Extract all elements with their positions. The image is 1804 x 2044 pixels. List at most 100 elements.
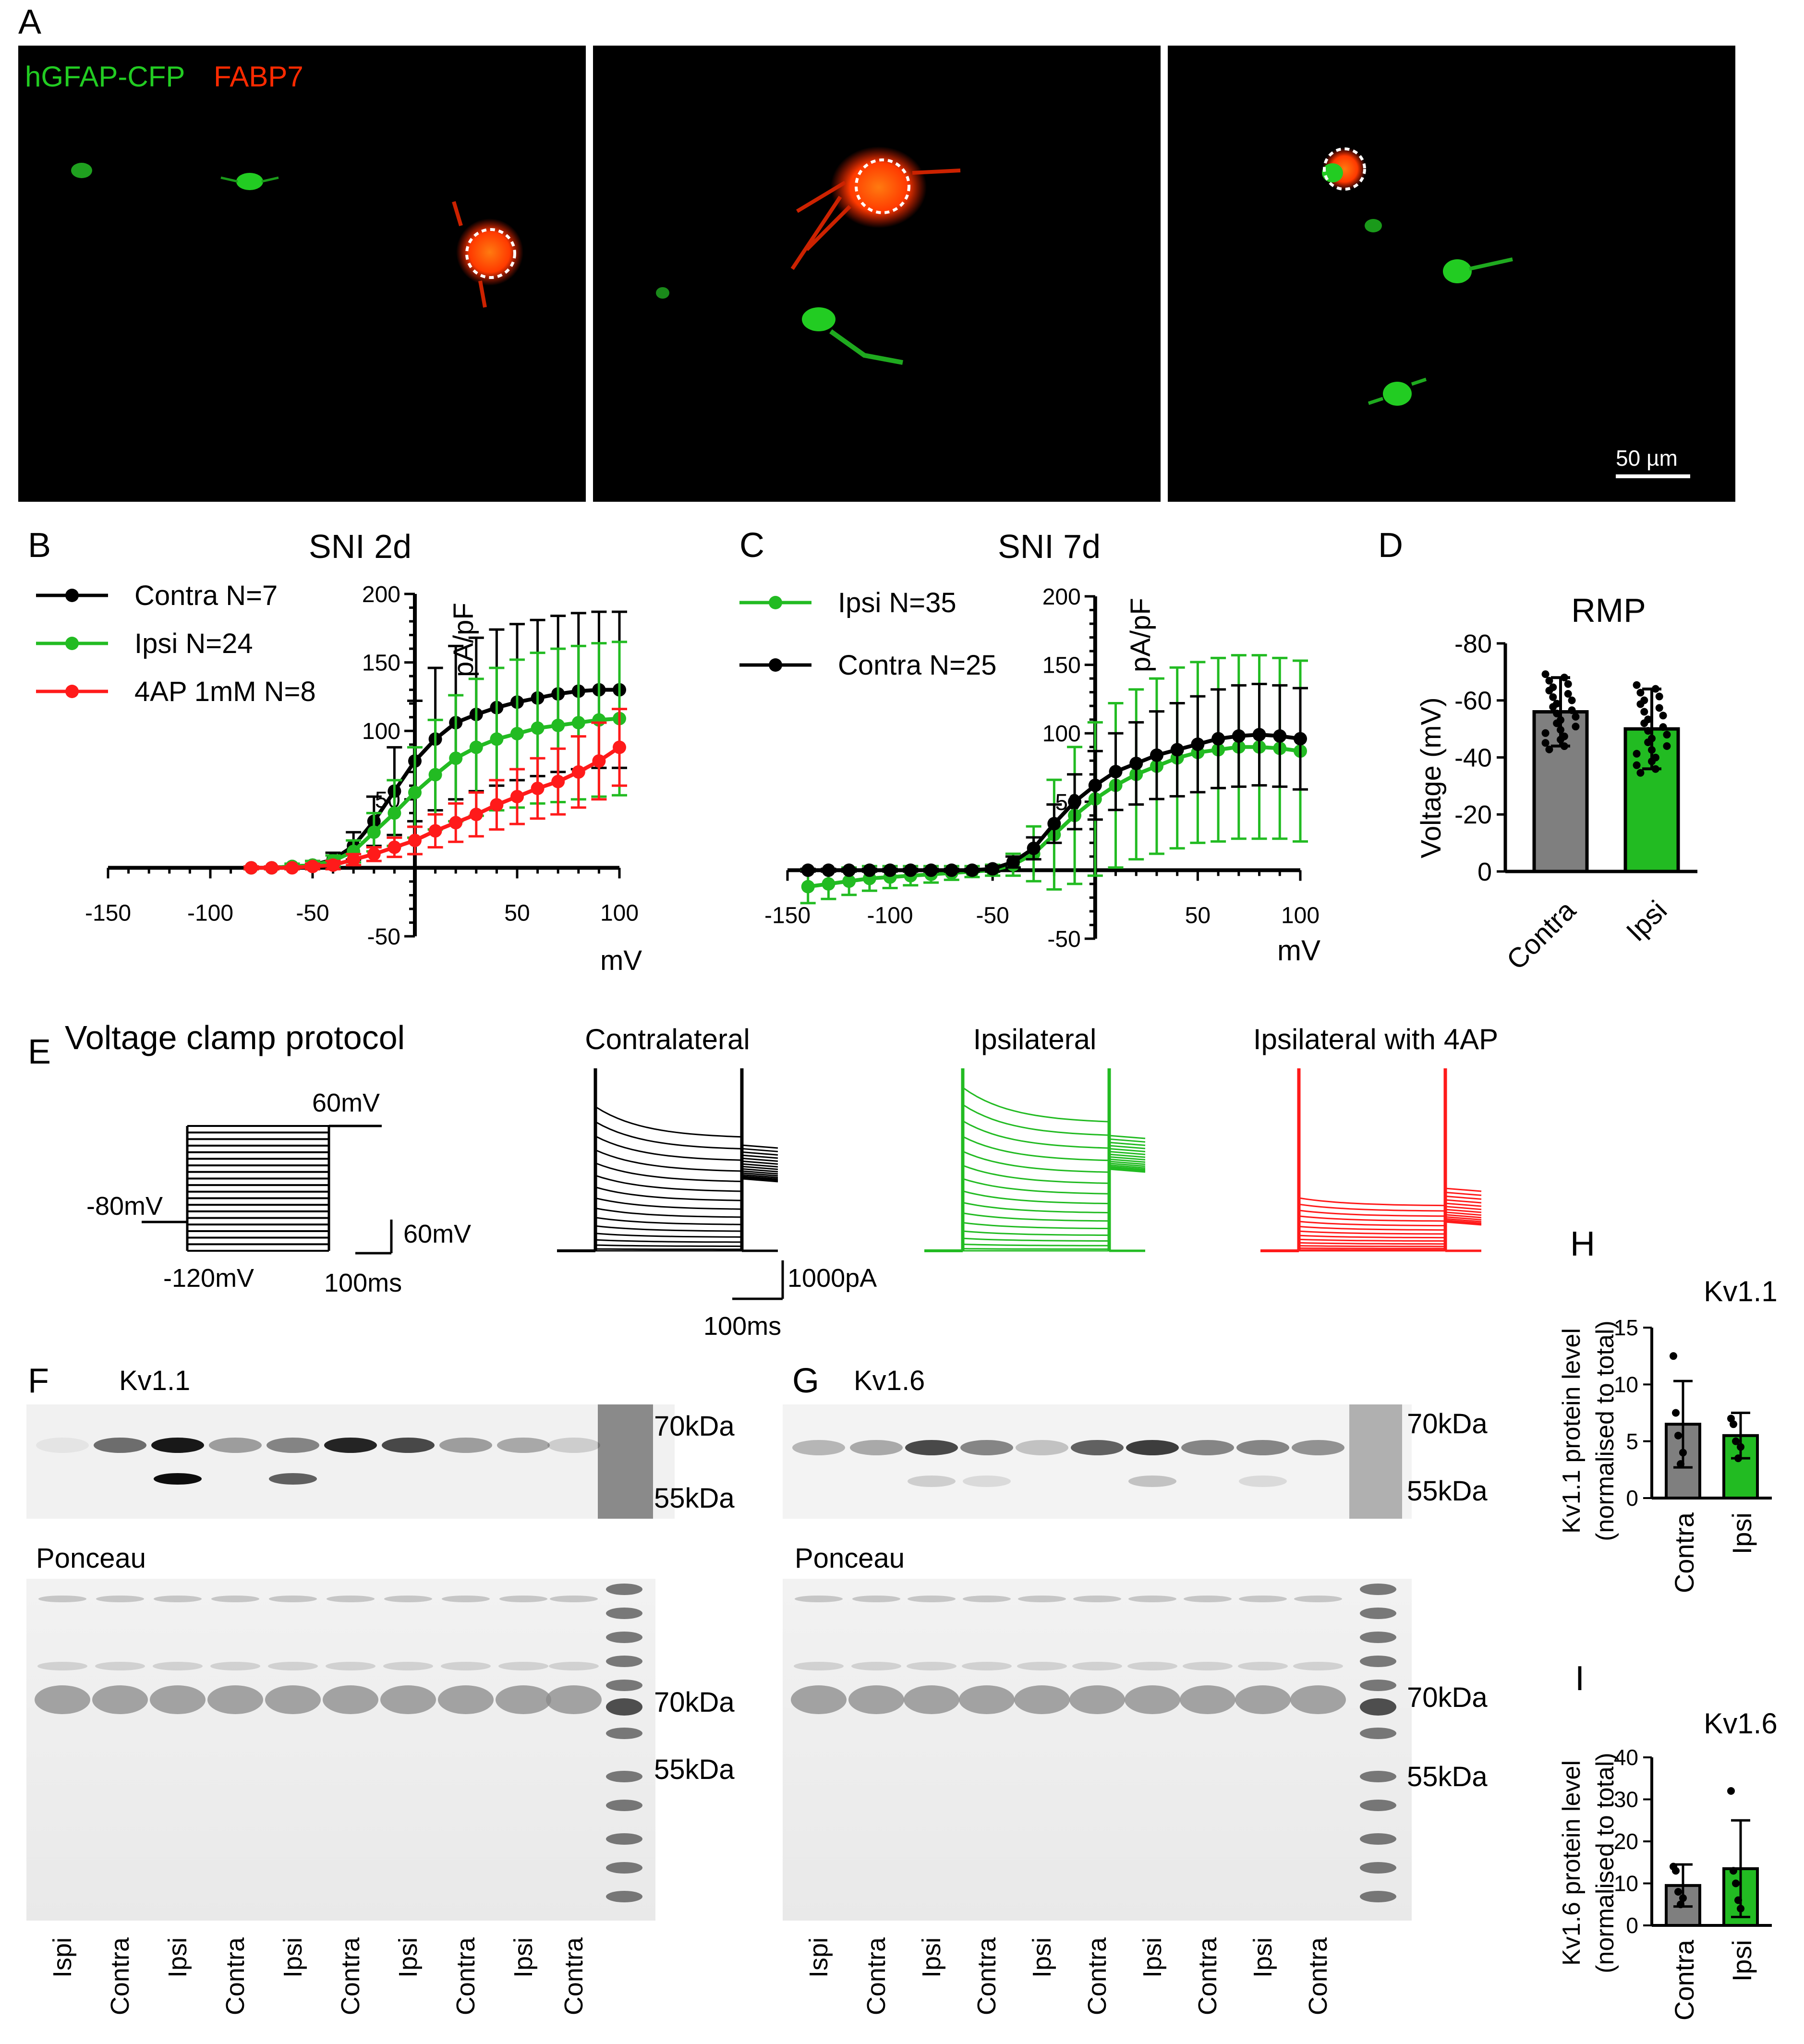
data-dot [1553, 709, 1561, 717]
data-point [904, 863, 918, 877]
protocol-title: Voltage clamp protocol [65, 1019, 405, 1056]
data-point [387, 806, 401, 820]
current-trace [595, 1244, 742, 1247]
panel-f-label: F [28, 1362, 49, 1400]
ponceau-g-marker-70: 70kDa [1407, 1682, 1488, 1713]
data-dot [1545, 745, 1553, 753]
data-dot [1732, 1437, 1740, 1445]
band-lower [1128, 1476, 1176, 1487]
band [1071, 1440, 1124, 1455]
ponceau-g-label: Ponceau [795, 1543, 905, 1574]
stain-green-label: hGFAP-CFP [25, 60, 185, 93]
current-trace [962, 1222, 1110, 1230]
current-trace [1298, 1203, 1446, 1212]
data-dot [1541, 739, 1550, 747]
band-lower [963, 1476, 1011, 1487]
data-dot [1633, 681, 1641, 689]
current-trace [595, 1162, 742, 1182]
bar-chart-kv16: I Kv1.6 0 10 20 30 40 Contra Ipsi Kv1.6 protei… [1558, 1659, 1778, 2020]
data-dot [1553, 700, 1561, 708]
data-dot [1541, 729, 1550, 737]
legend-swatch-dot [769, 658, 782, 672]
ponceau-f-marker-55: 55kDa [654, 1754, 735, 1785]
tail-current [741, 1148, 778, 1152]
chart-h-body: 0 5 10 15 Contra Ipsi [1614, 1315, 1772, 1593]
tail-current [1109, 1153, 1146, 1158]
lane-label: Ispi [804, 1937, 833, 1978]
chart-d-title: RMP [1571, 592, 1646, 629]
y-tick-label: 0 [1477, 858, 1492, 886]
ponceau-band [323, 1685, 378, 1714]
ponceau-band-faint [1239, 1596, 1287, 1602]
data-point [1068, 795, 1082, 809]
ladder-band [606, 1656, 642, 1667]
lane-label: Ipsi [278, 1937, 307, 1978]
blot-g-marker-55: 55kDa [1407, 1476, 1488, 1507]
chart-b-title: SNI 2d [309, 528, 412, 565]
y-tick-label: 150 [1042, 653, 1081, 678]
ponceau-f-label: Ponceau [36, 1543, 146, 1574]
y-tick-label: 30 [1614, 1787, 1638, 1812]
current-trace [595, 1136, 742, 1161]
data-dot [1633, 761, 1641, 769]
ladder-band [1360, 1632, 1396, 1643]
data-dot [1568, 706, 1576, 714]
data-point [801, 880, 815, 894]
data-dot [1672, 1867, 1680, 1875]
tail-current [741, 1170, 778, 1175]
ponceau-f-bands [35, 1584, 642, 1902]
data-dot [1734, 1896, 1742, 1904]
ponceau-band [496, 1685, 551, 1714]
tail-current [1445, 1211, 1482, 1216]
data-point [842, 863, 856, 877]
data-point [986, 862, 1000, 876]
ponceau-band-faint [154, 1596, 202, 1602]
stain-red-label: FABP7 [214, 60, 303, 93]
ponceau-f-membrane [26, 1579, 655, 1921]
current-trace [595, 1121, 742, 1149]
current-trace [595, 1217, 742, 1225]
tail-current [741, 1172, 778, 1177]
series-2 [243, 708, 627, 875]
data-point [490, 798, 504, 812]
data-dot [1659, 723, 1667, 731]
current-trace [962, 1104, 1110, 1136]
band [94, 1438, 146, 1453]
current-trace [962, 1150, 1110, 1173]
current-trace [1298, 1238, 1446, 1242]
ponceau-g-membrane [783, 1579, 1412, 1921]
data-point [428, 824, 442, 838]
blot-f-ladder [598, 1404, 653, 1519]
data-dot [1572, 713, 1580, 721]
chart-b-xlabel: mV [600, 945, 642, 976]
data-dot [1557, 726, 1564, 734]
x-tick-label: -50 [976, 903, 1009, 928]
protocol-v-top: 60mV [312, 1089, 380, 1117]
current-trace [962, 1190, 1110, 1205]
data-point [449, 816, 463, 830]
data-dot [1670, 1352, 1677, 1360]
chart-i-ylabel-line2: (normalised to total) [1591, 1753, 1619, 1973]
data-point [347, 853, 361, 867]
band [324, 1438, 377, 1453]
micrograph-2-cells [656, 146, 961, 365]
current-trace [595, 1233, 742, 1238]
current-trace [1298, 1245, 1445, 1247]
tail-current [741, 1154, 778, 1159]
data-dot [1737, 1443, 1744, 1451]
data-point [822, 877, 835, 891]
tail-current [1445, 1199, 1482, 1204]
ponceau-band-faint [37, 1662, 87, 1670]
data-point [531, 781, 545, 795]
blot-g-protein: Kv1.6 [854, 1365, 925, 1396]
panel-b-label: B [28, 526, 51, 565]
ponceau-band-faint [384, 1596, 432, 1602]
data-point [1088, 778, 1102, 792]
data-point [408, 786, 422, 799]
data-point [326, 858, 340, 872]
ponceau-band-faint [153, 1662, 203, 1670]
legend-label: Contra N=7 [134, 580, 278, 611]
panel-h-label: H [1570, 1225, 1595, 1263]
data-point [551, 718, 565, 732]
